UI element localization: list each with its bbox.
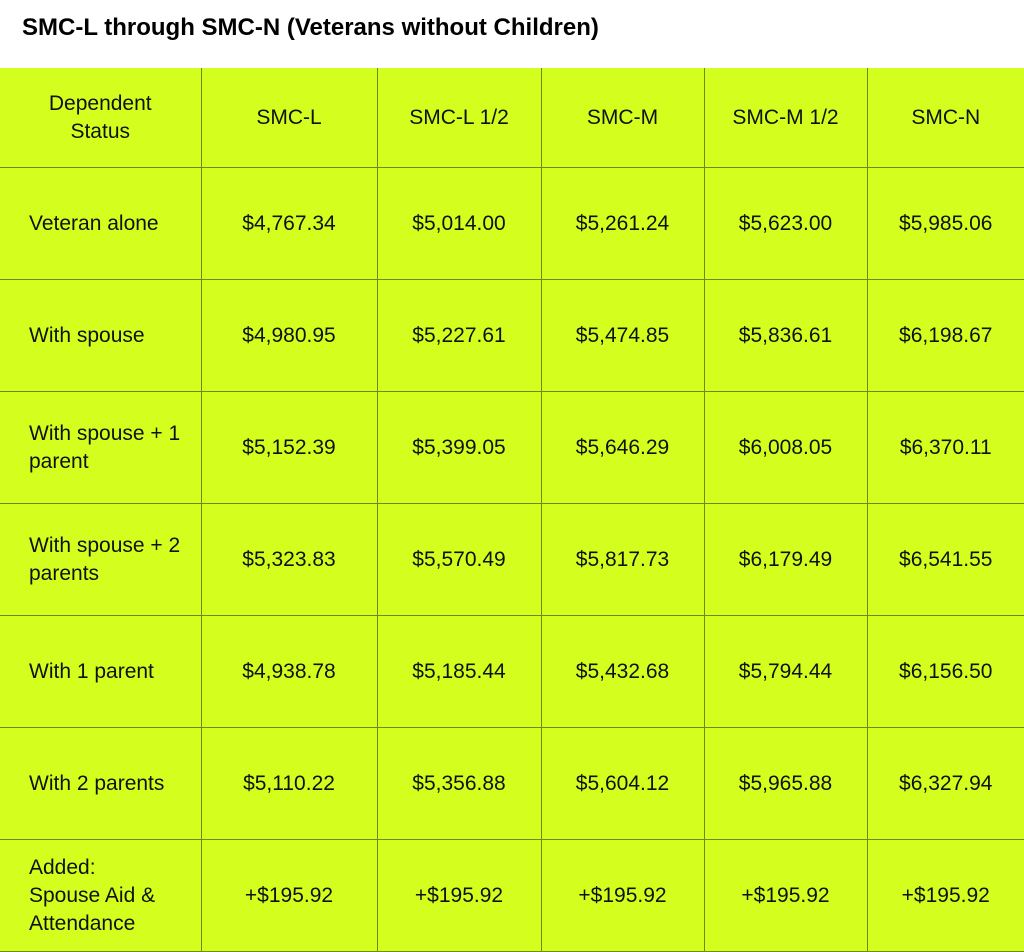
rate-cell: +$195.92 [200, 839, 378, 952]
rate-cell: $5,623.00 [703, 167, 868, 280]
table-header-row: Dependent Status SMC-L SMC-L 1/2 SMC-M S… [0, 68, 1024, 168]
row-label-text: With 1 parent [29, 659, 154, 683]
row-label: With 1 parent [0, 615, 202, 728]
table-row: With 1 parent $4,938.78 $5,185.44 $5,432.68… [0, 615, 1024, 728]
table-row: Veteran alone $4,767.34 $5,014.00 $5,261.24… [0, 167, 1024, 280]
rate-cell: $5,356.88 [376, 727, 542, 840]
rate-cell: $5,794.44 [703, 615, 868, 728]
rate-cell: $4,767.34 [200, 167, 378, 280]
rate-cell: $5,646.29 [540, 391, 705, 504]
rate-cell: $5,474.85 [540, 279, 705, 392]
column-header-smc-m: SMC-M [540, 68, 705, 168]
table-row: With spouse $4,980.95 $5,227.61 $5,474.85 $5… [0, 279, 1024, 392]
rate-cell: $4,980.95 [200, 279, 378, 392]
row-label-text: Added: Spouse Aid & Attendance [29, 855, 156, 935]
row-label: Veteran alone [0, 167, 202, 280]
rate-cell: $5,570.49 [376, 503, 542, 616]
rate-cell: $5,985.06 [866, 167, 1024, 280]
rate-cell: $6,541.55 [866, 503, 1024, 616]
smc-rates-table: Dependent Status SMC-L SMC-L 1/2 SMC-M S… [0, 68, 1024, 952]
rate-cell: +$195.92 [376, 839, 542, 952]
column-header-dependent-status: Dependent Status [0, 68, 202, 168]
table-row: Added: Spouse Aid & Attendance +$195.92 +$… [0, 839, 1024, 952]
table-row: With spouse + 1 parent $5,152.39 $5,399.05… [0, 391, 1024, 504]
row-label-text: Veteran alone [29, 211, 159, 235]
row-label-text: With spouse [29, 323, 145, 347]
table-row: With spouse + 2 parents $5,323.83 $5,570.4… [0, 503, 1024, 616]
row-label: With spouse + 1 parent [0, 391, 202, 504]
page-title: SMC-L through SMC-N (Veterans without Ch… [22, 14, 599, 41]
column-header-smc-l-half: SMC-L 1/2 [376, 68, 542, 168]
rate-cell: $6,179.49 [703, 503, 868, 616]
rate-cell: $6,370.11 [866, 391, 1024, 504]
rate-cell: $5,817.73 [540, 503, 705, 616]
rate-cell: $5,261.24 [540, 167, 705, 280]
rate-cell: $5,399.05 [376, 391, 542, 504]
rate-cell: $5,185.44 [376, 615, 542, 728]
rate-cell: $5,965.88 [703, 727, 868, 840]
rate-cell: $5,152.39 [200, 391, 378, 504]
table-row: With 2 parents $5,110.22 $5,356.88 $5,604.1… [0, 727, 1024, 840]
row-label: With spouse [0, 279, 202, 392]
row-label-text: With spouse + 1 parent [29, 421, 181, 473]
rate-cell: $6,198.67 [866, 279, 1024, 392]
column-header-smc-m-half: SMC-M 1/2 [703, 68, 868, 168]
rate-cell: $5,836.61 [703, 279, 868, 392]
rate-cell: $6,156.50 [866, 615, 1024, 728]
rate-cell: $5,604.12 [540, 727, 705, 840]
row-label: Added: Spouse Aid & Attendance [0, 839, 202, 952]
rate-cell: $5,110.22 [200, 727, 378, 840]
rate-cell: $6,008.05 [703, 391, 868, 504]
row-label: With spouse + 2 parents [0, 503, 202, 616]
rate-cell: $5,432.68 [540, 615, 705, 728]
rate-cell: $5,227.61 [376, 279, 542, 392]
row-label: With 2 parents [0, 727, 202, 840]
rate-cell: $5,323.83 [200, 503, 378, 616]
column-header-smc-l: SMC-L [200, 68, 378, 168]
row-label-text: With 2 parents [29, 771, 165, 795]
rate-cell: $5,014.00 [376, 167, 542, 280]
rate-cell: $6,327.94 [866, 727, 1024, 840]
rate-cell: +$195.92 [703, 839, 868, 952]
rate-cell: +$195.92 [866, 839, 1024, 952]
rate-cell: $4,938.78 [200, 615, 378, 728]
column-header-smc-n: SMC-N [866, 68, 1024, 168]
rate-cell: +$195.92 [540, 839, 705, 952]
row-label-text: With spouse + 2 parents [29, 533, 181, 585]
